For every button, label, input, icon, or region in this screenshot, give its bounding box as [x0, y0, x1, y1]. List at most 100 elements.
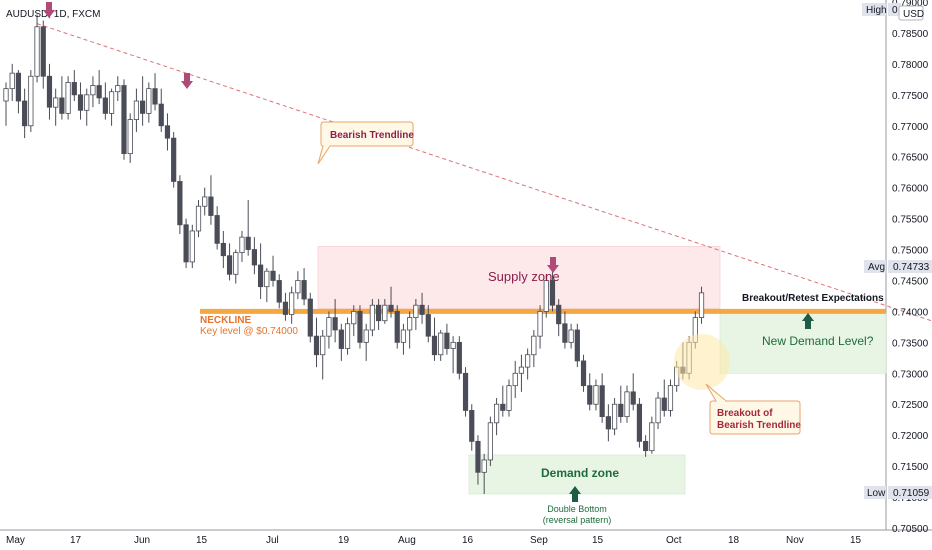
bearish-trendline[interactable]: [36, 23, 932, 439]
candle: [152, 73, 158, 111]
breakout-highlight-circle: [674, 334, 730, 390]
candle: [189, 224, 195, 269]
time-tick-label: 16: [462, 535, 474, 546]
candle: [438, 329, 444, 361]
candle: [369, 299, 375, 337]
candle: [469, 404, 475, 451]
time-tick-label: Sep: [530, 535, 548, 546]
demand-zone-label: Demand zone: [541, 466, 619, 480]
candle: [276, 274, 282, 309]
candle: [77, 82, 84, 120]
candle: [115, 76, 121, 102]
candle: [108, 88, 115, 126]
time-tick-label: 15: [850, 535, 862, 546]
candle: [344, 317, 351, 355]
candle: [226, 243, 233, 281]
low-label-group: Low 0.71059: [864, 486, 932, 499]
price-tick-label: 0.75000: [892, 246, 929, 257]
candle: [307, 292, 313, 343]
candle: [28, 70, 34, 132]
time-tick-label: May: [6, 535, 25, 546]
candle: [158, 88, 164, 132]
candle: [53, 88, 59, 126]
candle: [121, 79, 127, 160]
time-tick-label: Jul: [266, 535, 279, 546]
candle: [357, 305, 363, 349]
candle: [208, 175, 214, 225]
candle: [90, 76, 96, 108]
candle: [84, 88, 90, 126]
candle: [127, 113, 133, 163]
candle: [382, 299, 388, 324]
candle: [22, 88, 28, 139]
candle: [295, 271, 301, 300]
zones-layer: [317, 246, 887, 495]
candle: [611, 398, 618, 436]
supply-zone-label: Supply zone: [488, 269, 560, 284]
candle: [543, 274, 549, 318]
time-scale[interactable]: May 17 Jun 15 Jul 19 Aug 16 Sep 15 Oct 18 Nov 15: [6, 535, 862, 546]
candle: [171, 131, 177, 188]
price-tick-label: 0.78000: [892, 60, 929, 71]
key-level-label: Key level @ $0.74000: [200, 326, 298, 337]
candle: [332, 299, 338, 343]
candle: [363, 323, 369, 361]
candle: [183, 218, 189, 269]
candle: [15, 70, 22, 114]
high-value: 0: [892, 5, 898, 16]
double-bottom-line2: (reversal pattern): [543, 515, 612, 525]
price-tick-label: 0.73500: [892, 338, 929, 349]
price-tick-label: 0.70500: [892, 524, 929, 535]
candle: [34, 14, 40, 83]
candle: [177, 175, 183, 235]
candle: [462, 367, 469, 417]
double-bottom-line1: Double Bottom: [547, 504, 607, 514]
candle: [394, 305, 400, 349]
candle: [9, 63, 15, 102]
candle: [475, 435, 481, 485]
candle: [40, 20, 46, 89]
candle: [301, 268, 307, 306]
candle: [431, 317, 438, 361]
time-tick-label: Aug: [398, 535, 416, 546]
bearish-trendline-callout[interactable]: Bearish Trendline: [317, 121, 414, 165]
candle: [556, 299, 562, 337]
candle: [425, 305, 431, 343]
candle: [59, 76, 65, 120]
candle: [264, 268, 270, 303]
arrow-up-icon: [569, 486, 581, 502]
candle: [655, 391, 661, 429]
low-value: 0.71059: [893, 488, 930, 499]
candle: [525, 348, 531, 380]
candle: [326, 311, 332, 349]
candle: [96, 70, 102, 105]
candle: [605, 404, 611, 442]
candle: [481, 453, 487, 494]
price-tick-label: 0.71500: [892, 462, 929, 473]
candle: [512, 360, 518, 399]
candle: [643, 435, 649, 457]
time-tick-label: 17: [70, 535, 82, 546]
candle: [661, 379, 667, 417]
candle: [450, 336, 456, 374]
candle: [562, 311, 568, 349]
candle: [233, 249, 239, 284]
lines-layer: [36, 23, 932, 439]
candle: [630, 373, 636, 411]
candle: [220, 230, 226, 269]
candle: [649, 416, 655, 454]
candle: [239, 230, 245, 262]
breakout-callout[interactable]: Breakout of Bearish Trendline: [705, 383, 801, 435]
candle: [419, 292, 425, 324]
avg-label-group: Avg 0.74733: [864, 260, 932, 273]
candle: [3, 82, 9, 126]
candle: [667, 379, 674, 417]
new-demand-label: New Demand Level?: [762, 334, 874, 348]
candle: [65, 76, 71, 120]
arrow-down-icon: [43, 2, 55, 18]
candle: [140, 76, 146, 126]
candle: [531, 329, 537, 368]
candle: [282, 292, 289, 321]
currency-badge[interactable]: USD: [898, 5, 924, 21]
